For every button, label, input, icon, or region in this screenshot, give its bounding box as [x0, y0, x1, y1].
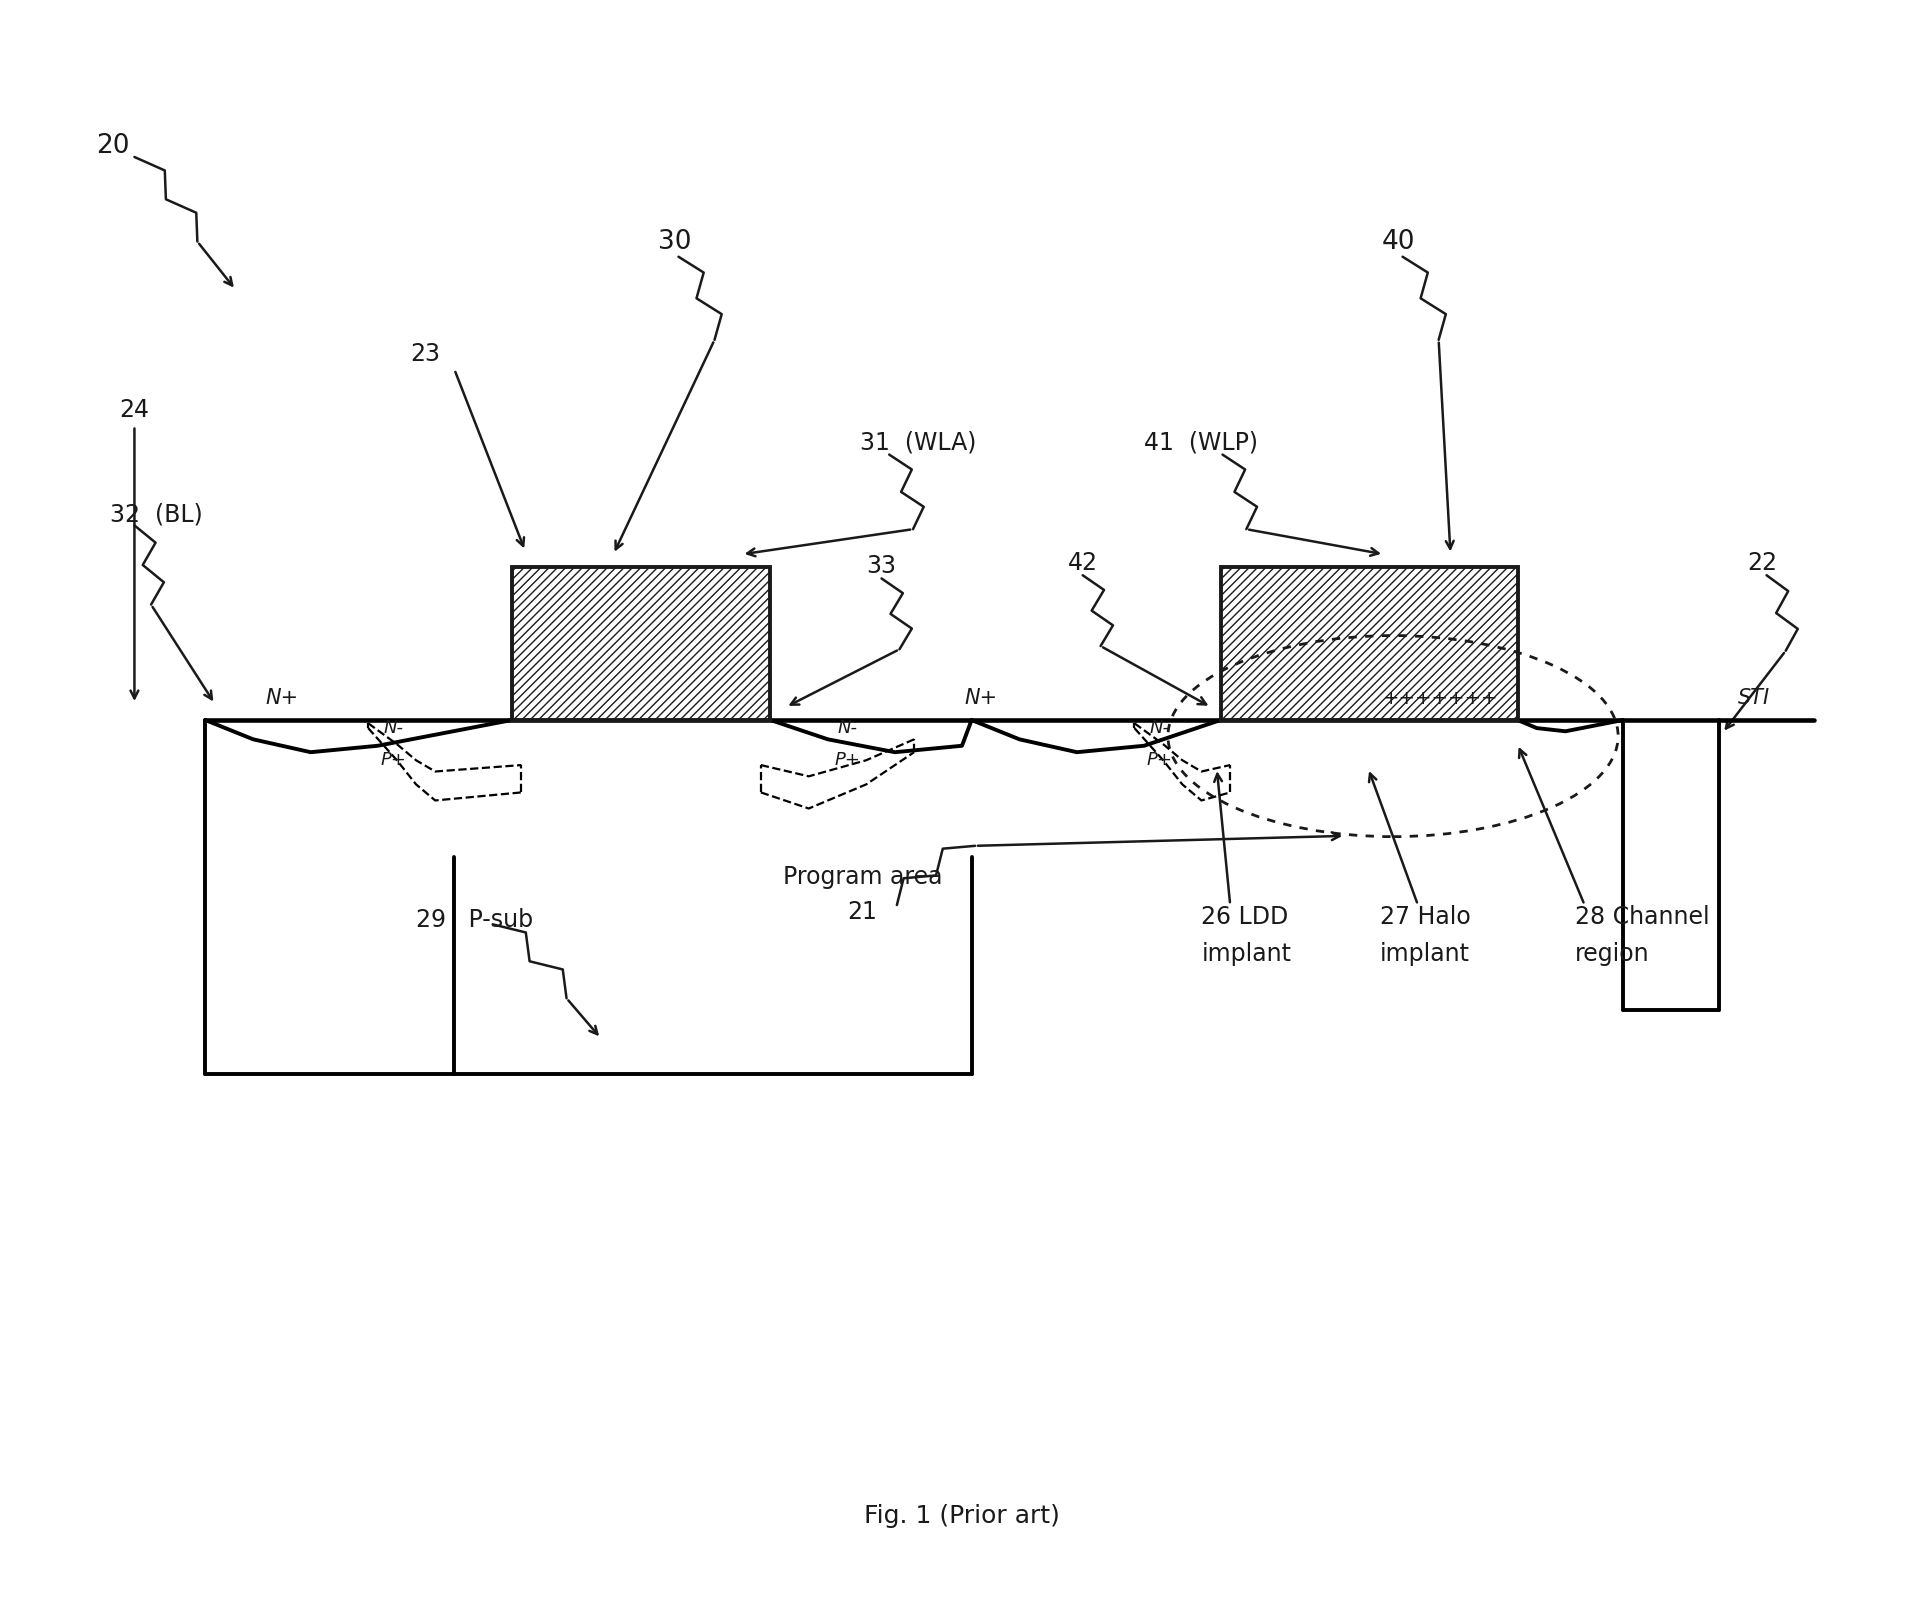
Text: 28 Channel: 28 Channel [1575, 906, 1710, 930]
Text: 40: 40 [1381, 230, 1415, 255]
Text: N-: N- [383, 720, 402, 737]
Text: P+: P+ [835, 750, 860, 770]
Text: 20: 20 [96, 133, 129, 158]
Text: 30: 30 [658, 230, 690, 255]
Text: N+: N+ [963, 687, 998, 708]
Text: implant: implant [1379, 943, 1469, 965]
Text: +++++++: +++++++ [1383, 689, 1498, 708]
Text: Program area: Program area [783, 865, 942, 889]
Text: 24: 24 [119, 398, 150, 422]
Text: 21: 21 [846, 901, 877, 925]
Text: STI: STI [1736, 687, 1769, 708]
Text: 23: 23 [410, 341, 440, 365]
Text: 27 Halo: 27 Halo [1379, 906, 1469, 930]
Text: 22: 22 [1746, 551, 1777, 576]
Text: region: region [1575, 943, 1648, 965]
Text: N-: N- [837, 720, 856, 737]
Text: 41  (WLP): 41 (WLP) [1144, 430, 1258, 454]
Text: implant: implant [1200, 943, 1290, 965]
Bar [512, 568, 769, 720]
Text: P+: P+ [381, 750, 406, 770]
Bar [1219, 568, 1517, 720]
Text: 31  (WLA): 31 (WLA) [860, 430, 977, 454]
Text: 42: 42 [1067, 551, 1098, 576]
Text: 33: 33 [865, 555, 896, 579]
Text: 32  (BL): 32 (BL) [110, 503, 202, 527]
Text: P+: P+ [1146, 750, 1171, 770]
Text: 26 LDD: 26 LDD [1200, 906, 1288, 930]
Text: Fig. 1 (Prior art): Fig. 1 (Prior art) [863, 1504, 1060, 1528]
Text: N-: N- [1148, 720, 1169, 737]
Text: 29   P-sub: 29 P-sub [415, 909, 533, 933]
Text: N+: N+ [265, 687, 298, 708]
